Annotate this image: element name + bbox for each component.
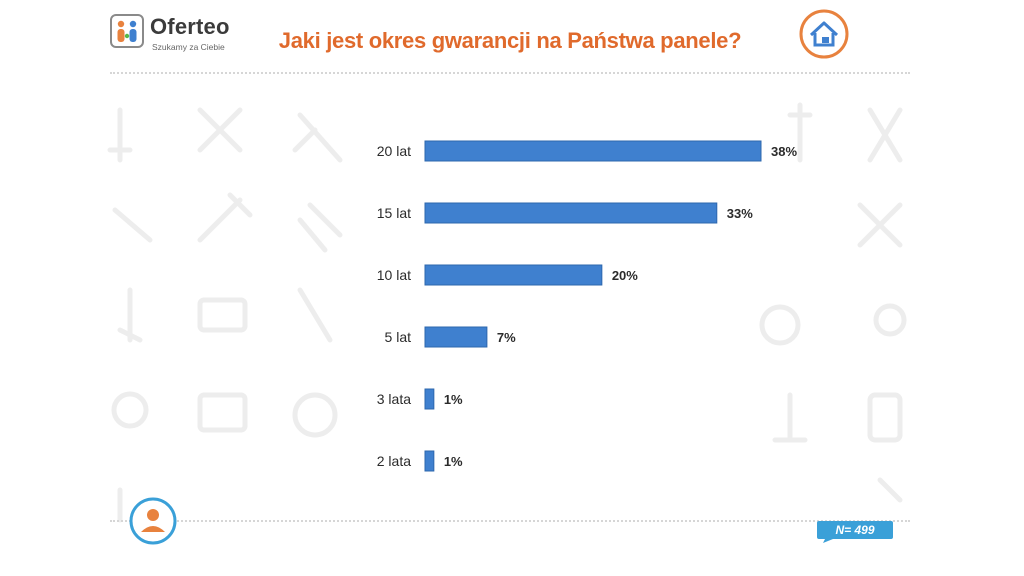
slide: Oferteo Szukamy za Ciebie Jaki jest okre… <box>100 0 922 560</box>
sample-size: N= 499 <box>835 523 875 537</box>
bar <box>424 140 762 162</box>
bar <box>424 264 603 286</box>
user-avatar-icon[interactable] <box>128 496 178 546</box>
value-label: 7% <box>497 330 516 345</box>
category-label: 2 lata <box>377 453 411 469</box>
home-badge-icon[interactable] <box>798 8 850 60</box>
footer-divider <box>110 520 910 522</box>
value-label: 20% <box>612 268 638 283</box>
speech-bubble-icon <box>817 521 893 543</box>
oferteo-logo-icon <box>110 14 144 48</box>
category-label: 15 lat <box>377 205 411 221</box>
brand-logo[interactable]: Oferteo Szukamy za Ciebie <box>110 12 250 62</box>
value-label: 38% <box>771 144 797 159</box>
bar-chart: 20 lat 38% 15 lat 33% 10 lat 20% 5 lat 7% 3 lata… <box>377 140 797 472</box>
background-tools-pattern <box>107 102 907 523</box>
category-label: 10 lat <box>377 267 411 283</box>
bar <box>424 388 435 410</box>
bar <box>424 450 435 472</box>
value-label: 33% <box>727 206 753 221</box>
category-label: 5 lat <box>385 329 412 345</box>
value-label: 1% <box>444 454 463 469</box>
brand-name: Oferteo <box>150 14 230 39</box>
bar <box>424 326 488 348</box>
value-label: 1% <box>444 392 463 407</box>
chart-title: Jaki jest okres gwarancji na Państwa pan… <box>278 28 742 53</box>
category-label: 3 lata <box>377 391 411 407</box>
brand-tagline: Szukamy za Ciebie <box>152 42 225 52</box>
bar <box>424 202 718 224</box>
category-label: 20 lat <box>377 143 411 159</box>
header-divider <box>110 72 910 74</box>
